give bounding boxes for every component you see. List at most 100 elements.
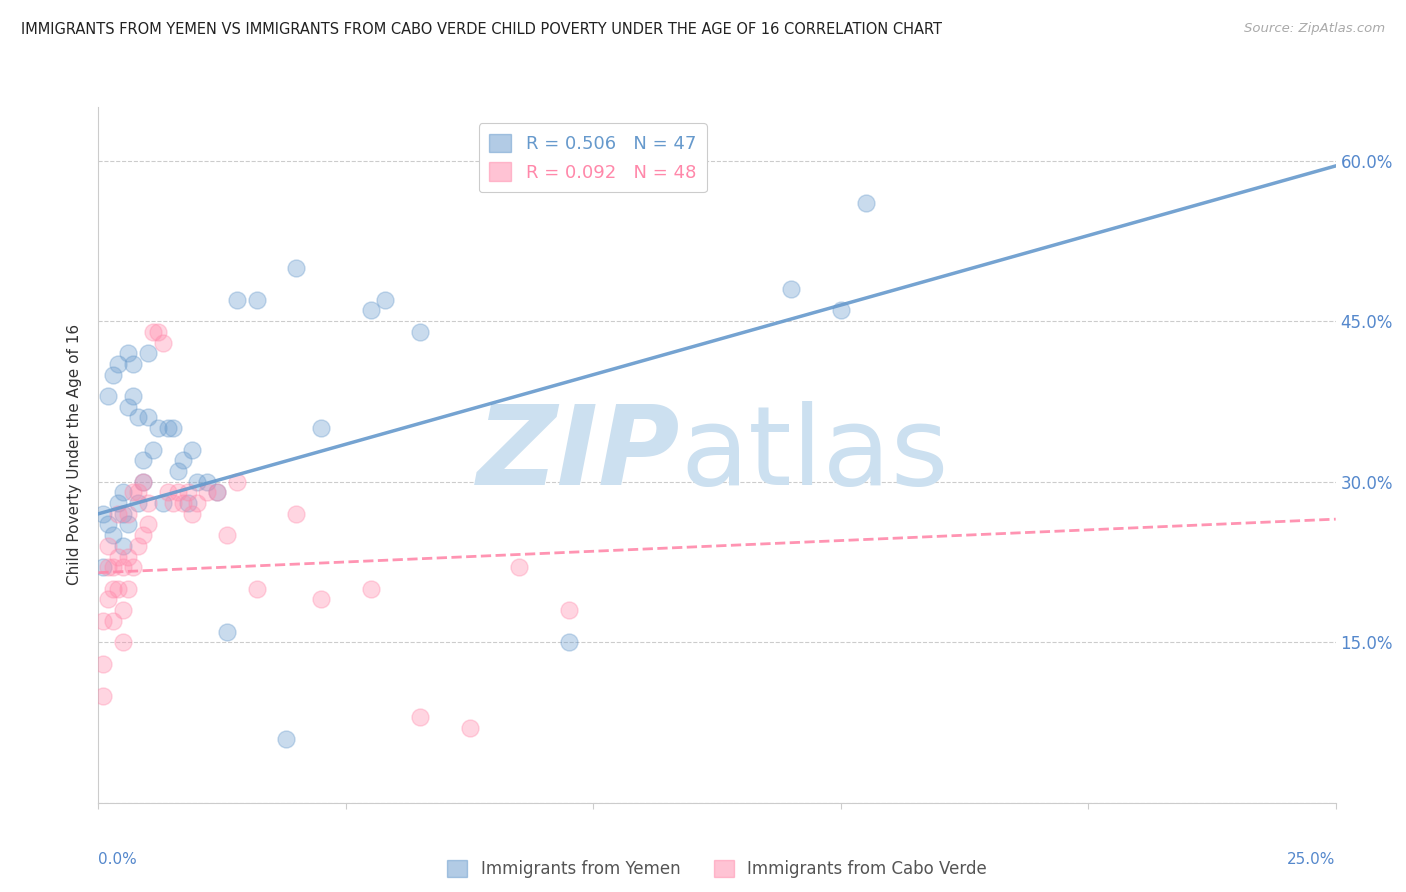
Point — [127, 410, 149, 425]
Point — [103, 614, 125, 628]
Point — [107, 507, 129, 521]
Point — [162, 421, 184, 435]
Point — [195, 475, 218, 489]
Point — [117, 517, 139, 532]
Point — [112, 635, 135, 649]
Point — [181, 507, 204, 521]
Point — [780, 282, 803, 296]
Point — [855, 196, 877, 211]
Point — [409, 710, 432, 724]
Point — [195, 485, 218, 500]
Point — [122, 389, 145, 403]
Point — [186, 475, 208, 489]
Point — [285, 260, 308, 275]
Text: 0.0%: 0.0% — [98, 852, 138, 866]
Point — [176, 496, 198, 510]
Point — [97, 539, 120, 553]
Point — [122, 357, 145, 371]
Point — [172, 496, 194, 510]
Point — [132, 475, 155, 489]
Point — [217, 528, 239, 542]
Point — [132, 453, 155, 467]
Point — [309, 592, 332, 607]
Point — [246, 293, 269, 307]
Point — [132, 528, 155, 542]
Point — [276, 731, 298, 746]
Point — [186, 496, 208, 510]
Point — [285, 507, 308, 521]
Point — [557, 603, 579, 617]
Point — [112, 560, 135, 574]
Point — [127, 539, 149, 553]
Point — [107, 496, 129, 510]
Point — [112, 603, 135, 617]
Point — [152, 496, 174, 510]
Legend: Immigrants from Yemen, Immigrants from Cabo Verde: Immigrants from Yemen, Immigrants from C… — [440, 854, 994, 885]
Point — [166, 464, 188, 478]
Point — [156, 421, 179, 435]
Point — [176, 485, 198, 500]
Point — [97, 592, 120, 607]
Point — [107, 582, 129, 596]
Point — [107, 357, 129, 371]
Point — [117, 549, 139, 564]
Point — [117, 346, 139, 360]
Point — [93, 657, 115, 671]
Point — [557, 635, 579, 649]
Text: IMMIGRANTS FROM YEMEN VS IMMIGRANTS FROM CABO VERDE CHILD POVERTY UNDER THE AGE : IMMIGRANTS FROM YEMEN VS IMMIGRANTS FROM… — [21, 22, 942, 37]
Point — [112, 539, 135, 553]
Point — [146, 421, 169, 435]
Point — [112, 485, 135, 500]
Point — [93, 689, 115, 703]
Point — [374, 293, 396, 307]
Point — [156, 485, 179, 500]
Text: ZIP: ZIP — [477, 401, 681, 508]
Point — [117, 507, 139, 521]
Point — [142, 325, 165, 339]
Point — [205, 485, 228, 500]
Point — [142, 442, 165, 457]
Point — [162, 496, 184, 510]
Point — [409, 325, 432, 339]
Point — [127, 496, 149, 510]
Point — [93, 560, 115, 574]
Point — [103, 560, 125, 574]
Point — [136, 496, 159, 510]
Point — [97, 560, 120, 574]
Point — [830, 303, 852, 318]
Point — [136, 346, 159, 360]
Point — [309, 421, 332, 435]
Point — [93, 614, 115, 628]
Point — [181, 442, 204, 457]
Point — [132, 475, 155, 489]
Point — [103, 582, 125, 596]
Point — [146, 325, 169, 339]
Point — [103, 528, 125, 542]
Point — [97, 517, 120, 532]
Point — [458, 721, 481, 735]
Text: 25.0%: 25.0% — [1288, 852, 1336, 866]
Point — [122, 560, 145, 574]
Point — [217, 624, 239, 639]
Point — [122, 485, 145, 500]
Text: Source: ZipAtlas.com: Source: ZipAtlas.com — [1244, 22, 1385, 36]
Point — [508, 560, 530, 574]
Point — [172, 453, 194, 467]
Point — [97, 389, 120, 403]
Point — [127, 485, 149, 500]
Point — [226, 293, 249, 307]
Point — [103, 368, 125, 382]
Point — [152, 335, 174, 350]
Text: atlas: atlas — [681, 401, 949, 508]
Point — [136, 410, 159, 425]
Point — [205, 485, 228, 500]
Point — [112, 507, 135, 521]
Point — [117, 400, 139, 414]
Point — [107, 549, 129, 564]
Point — [166, 485, 188, 500]
Point — [93, 507, 115, 521]
Y-axis label: Child Poverty Under the Age of 16: Child Poverty Under the Age of 16 — [67, 325, 83, 585]
Point — [226, 475, 249, 489]
Point — [246, 582, 269, 596]
Point — [360, 303, 382, 318]
